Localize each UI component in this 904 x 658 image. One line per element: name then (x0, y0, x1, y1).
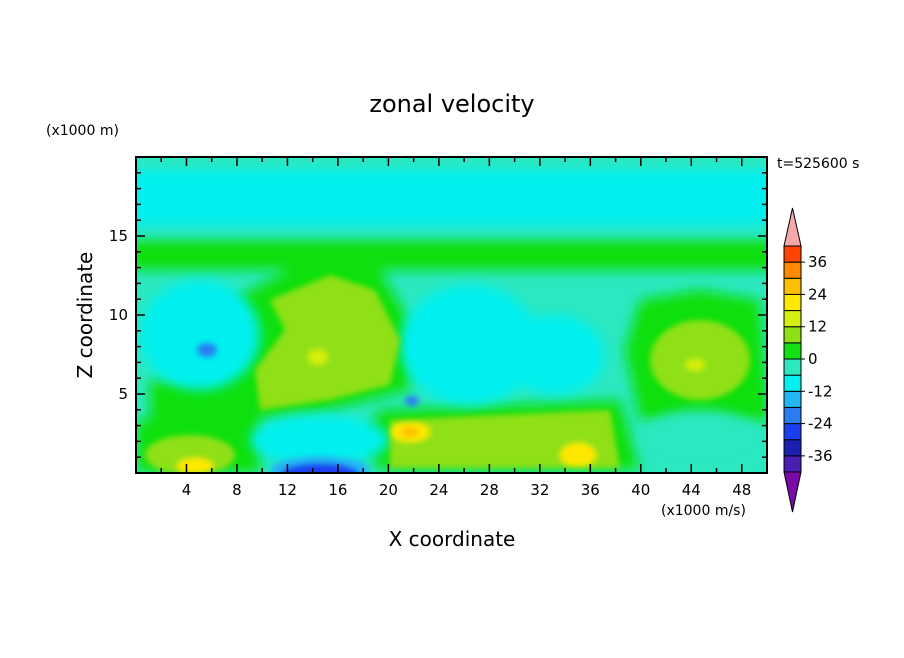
x-tick-label: 20 (379, 481, 398, 499)
colorbar: 36 24 12 0 -12 -24 -36 (783, 207, 833, 513)
colorbar-tick-label: -24 (808, 415, 833, 433)
colorbar-tick-label: 0 (808, 350, 818, 368)
x-tick-label: 8 (232, 481, 242, 499)
colorbar-box (783, 293, 802, 312)
y-tick-label: 10 (109, 306, 128, 324)
region-yellow-highlight-2 (560, 443, 596, 467)
colorbar-box (783, 455, 802, 473)
x-unit-label: (x1000 m/s) (661, 503, 746, 519)
colorbar-box (783, 261, 802, 279)
colorbar-tick-label: 12 (808, 318, 827, 336)
x-tick-label: 28 (480, 481, 499, 499)
colorbar-tick-label: -12 (808, 382, 833, 400)
x-tick-label: 32 (530, 481, 549, 499)
colorbar-box (783, 390, 802, 408)
colorbar-box (783, 245, 802, 263)
colorbar-box (783, 277, 802, 295)
colorbar-box (783, 342, 802, 360)
y-tick-label: 15 (109, 227, 128, 245)
region-deep-blue-bottom-2 (280, 463, 360, 473)
colorbar-tick-label: 36 (808, 253, 827, 271)
colorbar-box (783, 374, 802, 392)
x-tick-label: 12 (278, 481, 297, 499)
colorbar-box (783, 310, 802, 328)
time-label: t=525600 s (777, 156, 859, 172)
x-axis-ticks: 4 8 12 16 20 24 28 32 36 40 44 48 (160, 157, 751, 499)
colorbar-box (783, 326, 802, 344)
x-tick-label: 4 (182, 481, 192, 499)
colorbar-under-triangle (783, 471, 802, 513)
contour-field (136, 157, 767, 473)
colorbar-over-triangle (783, 207, 802, 247)
region-bottom-left-yellowgreen-blob (145, 435, 235, 473)
colorbar-tick-label: 24 (808, 285, 827, 303)
region-bottom-right-cyan-blob (640, 410, 760, 470)
region-upper-cyan-band (136, 170, 767, 225)
region-orange-highlight (401, 427, 419, 437)
y-axis-label: Z coordinate (73, 252, 97, 379)
region-middle-cyan-blob (400, 285, 540, 405)
colorbar-box (783, 423, 802, 441)
region-green-band (136, 240, 767, 270)
x-tick-label: 40 (631, 481, 650, 499)
colorbar-box (783, 358, 802, 376)
y-axis-ticks: 5 10 15 (109, 172, 767, 458)
x-tick-label: 36 (581, 481, 600, 499)
y-unit-label: (x1000 m) (46, 123, 119, 139)
x-axis-label: X coordinate (389, 527, 516, 551)
y-tick-label: 5 (118, 385, 128, 403)
colorbar-box (783, 439, 802, 457)
colorbar-tick-label: -36 (808, 447, 833, 465)
region-blue-spot-2 (405, 396, 419, 406)
region-left-cyan-blob (140, 280, 260, 390)
x-tick-label: 48 (732, 481, 751, 499)
region-middle-right-cyan-blob (505, 315, 605, 395)
chart-title: zonal velocity (369, 90, 534, 118)
x-tick-label: 24 (429, 481, 448, 499)
region-left-yellowgreen-blob (255, 275, 400, 410)
region-yellow-highlight-4 (308, 349, 328, 365)
region-blue-spot-1 (197, 343, 217, 357)
x-tick-label: 44 (682, 481, 701, 499)
region-yellow-highlight-3 (177, 458, 213, 473)
region-yellow-highlight-5 (685, 359, 705, 371)
x-tick-label: 16 (328, 481, 347, 499)
region-bottom-cyan-blob (250, 415, 390, 465)
colorbar-box (783, 406, 802, 425)
